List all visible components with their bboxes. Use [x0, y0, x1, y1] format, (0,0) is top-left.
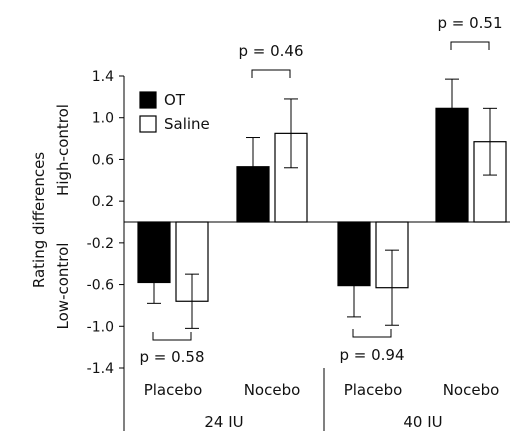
category-label: Nocebo	[244, 381, 301, 399]
annotation-background	[134, 348, 210, 366]
annotation-background	[334, 346, 410, 364]
category-label: Placebo	[144, 381, 203, 399]
legend-swatch-saline	[139, 115, 157, 133]
category-label: Placebo	[344, 381, 403, 399]
y-tick-label: 0.6	[92, 152, 114, 168]
y-tick-label: 1.4	[92, 69, 114, 85]
y-tick-label: 0.2	[92, 194, 114, 210]
annotation-background	[432, 14, 508, 32]
legend-swatch-ot	[139, 91, 157, 109]
legend-label-saline: Saline	[164, 115, 210, 133]
significance-bracket	[251, 69, 291, 78]
p-value-annotation: p = 0.46	[238, 42, 303, 60]
y-tick-label: -1.0	[87, 319, 114, 335]
y-axis-title: Rating differences	[30, 152, 48, 288]
group-label: 24 IU	[204, 413, 243, 431]
significance-bracket	[152, 332, 192, 341]
group-label: 40 IU	[403, 413, 442, 431]
significance-bracket	[450, 41, 490, 50]
p-value-annotation: p = 0.94	[339, 346, 404, 364]
category-label: Nocebo	[443, 381, 500, 399]
y-axis-subtitle-high: High-control	[54, 104, 72, 196]
y-tick-label: -1.4	[87, 361, 114, 377]
p-value-annotation: p = 0.51	[437, 14, 502, 32]
significance-bracket	[352, 329, 392, 338]
bars-layer	[137, 41, 507, 341]
labels-layer: 1.4 1.0 0.6 0.2 -0.2 -0.6 -1.0 -1.4 p = 0.58 p = …	[30, 14, 508, 431]
y-axis-subtitle-low: Low-control	[54, 243, 72, 330]
y-tick-label: -0.6	[87, 278, 114, 294]
legend-label-ot: OT	[164, 91, 186, 109]
annotation-background	[233, 42, 309, 60]
y-tick-label: 1.0	[92, 111, 114, 127]
y-tick-label: -0.2	[87, 236, 114, 252]
p-value-annotation: p = 0.58	[139, 348, 204, 366]
